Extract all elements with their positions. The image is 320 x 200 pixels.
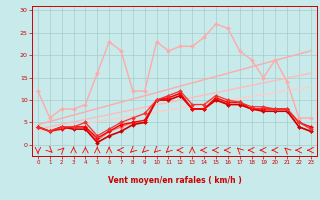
X-axis label: Vent moyen/en rafales ( km/h ): Vent moyen/en rafales ( km/h ) [108,176,241,185]
